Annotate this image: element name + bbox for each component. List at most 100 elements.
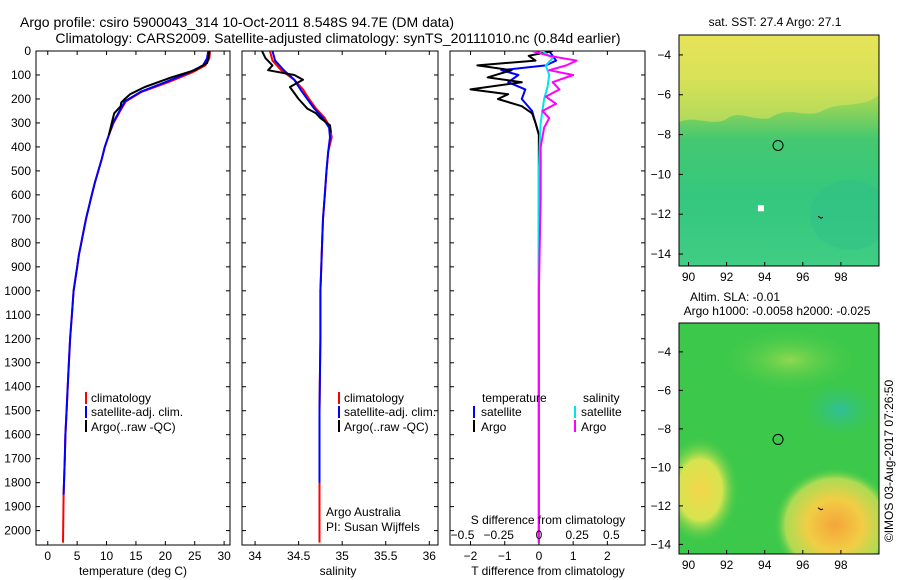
float-track [817, 215, 824, 219]
title-line-2: Climatology: CARS2009. Satellite-adjuste… [55, 30, 620, 46]
x-tick-label: 25 [188, 549, 202, 563]
sst-field [679, 35, 879, 266]
x-tick-label: 0 [44, 549, 51, 563]
x-tick-label: 36 [423, 549, 437, 563]
legend-salinity-title: salinity [583, 391, 620, 405]
y-tick-label: 500 [11, 164, 31, 178]
y-tick-label: −8 [657, 422, 671, 436]
legend-satellite: satellite-adj. clim. [91, 405, 183, 419]
x-tick-label: 34 [248, 549, 262, 563]
y-tick-label: 800 [11, 236, 31, 250]
series-satellite-adj-clim [62, 51, 210, 495]
difference-legend: temperature satellite Argo salinity sate… [473, 391, 622, 434]
annotation-pi: PI: Susan Wijffels [326, 520, 420, 534]
y-tick-label: −4 [657, 48, 671, 62]
legend-satellite: satellite-adj. clim. [344, 405, 436, 419]
x-tick-label: 98 [834, 270, 848, 284]
sla-map-frame [678, 322, 880, 555]
temperature-axes-box [35, 50, 231, 546]
x-tick-label: 96 [796, 558, 810, 572]
x-tick-label: 20 [159, 549, 173, 563]
series-s-argo [531, 51, 578, 543]
x-tick-label: 2 [604, 549, 611, 563]
legend-argo: Argo(..raw -QC) [91, 420, 176, 434]
legend-s-satellite: satellite [581, 405, 622, 419]
y-tick-label: 1500 [4, 404, 31, 418]
sla-map-panel: Altim. SLA: -0.01 Argo h1000: -0.0058 h2… [651, 290, 880, 572]
sla-map-title: Altim. SLA: -0.01 [690, 290, 780, 304]
x-tick-label: 35 [335, 549, 349, 563]
sla-teal-patch [802, 382, 878, 438]
x-tick-label: 96 [796, 270, 810, 284]
series-satellite-adj-clim [271, 51, 331, 483]
y-tick-label: 1300 [4, 356, 31, 370]
y-tick-label: −6 [657, 383, 671, 397]
x-tick-label: 15 [129, 549, 143, 563]
imos-timestamp: ©IMOS 03-Aug-2017 07:26:50 [882, 380, 896, 543]
y-tick-label: −12 [651, 499, 672, 513]
legend-temperature-title: temperature [482, 391, 547, 405]
top-tick-label: 0.5 [603, 528, 620, 542]
series-t-argo [469, 51, 553, 543]
x-tick-label: 98 [834, 558, 848, 572]
y-tick-label: −14 [651, 537, 672, 551]
y-tick-label: −10 [651, 460, 672, 474]
y-tick-label: 900 [11, 260, 31, 274]
salinity-panel: 34 34.5 35 35.5 36 salinity climatology sate… [241, 50, 439, 578]
series-argo-raw-qc [261, 51, 332, 133]
x-tick-label: 10 [100, 549, 114, 563]
legend-t-argo: Argo [481, 420, 507, 434]
difference-top-label: S difference from climatology [471, 513, 626, 527]
annotation-argo-australia: Argo Australia [326, 505, 401, 519]
x-tick-label: −1 [498, 549, 512, 563]
sst-warm-region [679, 35, 879, 122]
x-tick-label: 94 [758, 270, 772, 284]
legend-climatology: climatology [91, 391, 151, 405]
y-tick-label: 1900 [4, 500, 31, 514]
top-tick-label: −0.5 [451, 528, 475, 542]
y-tick-label: 600 [11, 188, 31, 202]
y-tick-label: 300 [11, 116, 31, 130]
y-tick-label: −10 [651, 167, 672, 181]
y-tick-label: 1800 [4, 476, 31, 490]
legend-climatology: climatology [344, 391, 404, 405]
y-tick-label: 1100 [5, 308, 31, 322]
y-tick-label: 1600 [4, 428, 31, 442]
y-tick-label: −6 [657, 88, 671, 102]
sla-lime-patch [715, 325, 865, 395]
sla-yellow-patch [679, 435, 740, 545]
sst-cool-patch [810, 180, 879, 250]
difference-panel: −2 −1 0 1 2 S difference from climatology −0… [449, 50, 646, 578]
y-tick-label: 1700 [4, 452, 31, 466]
missing-data-cell [757, 205, 764, 212]
y-tick-label: −12 [651, 207, 672, 221]
salinity-axes-box [241, 50, 439, 546]
title-line-1: Argo profile: csiro 5900043_314 10-Oct-2… [20, 14, 454, 30]
x-tick-label: 94 [758, 558, 772, 572]
y-tick-label: 0 [24, 44, 31, 58]
x-tick-label: 92 [720, 270, 734, 284]
legend-argo: Argo(..raw -QC) [344, 420, 429, 434]
top-tick-label: 0.25 [565, 528, 589, 542]
float-track [817, 507, 824, 511]
temperature-xlabel: temperature (deg C) [79, 564, 187, 578]
x-tick-label: 90 [682, 558, 696, 572]
sst-map-frame [678, 34, 880, 267]
temperature-legend: climatology satellite-adj. clim. Argo(..… [85, 391, 183, 434]
difference-axes-box [449, 50, 646, 546]
top-tick-label: 0 [536, 528, 543, 542]
sla-field [679, 323, 879, 554]
sst-map-title: sat. SST: 27.4 Argo: 27.1 [709, 15, 842, 29]
y-tick-label: 2000 [4, 524, 31, 538]
x-tick-label: 92 [720, 558, 734, 572]
legend-t-satellite: satellite [481, 405, 522, 419]
x-tick-label: 34.5 [287, 549, 311, 563]
y-tick-label: 700 [11, 212, 31, 226]
salinity-xlabel: salinity [320, 564, 357, 578]
y-tick-label: 1200 [4, 332, 31, 346]
temperature-panel: 0 5 10 15 20 25 300100200300400500600700800900… [4, 44, 231, 578]
y-tick-label: 1000 [4, 284, 31, 298]
x-tick-label: 90 [682, 270, 696, 284]
x-tick-label: 5 [74, 549, 81, 563]
